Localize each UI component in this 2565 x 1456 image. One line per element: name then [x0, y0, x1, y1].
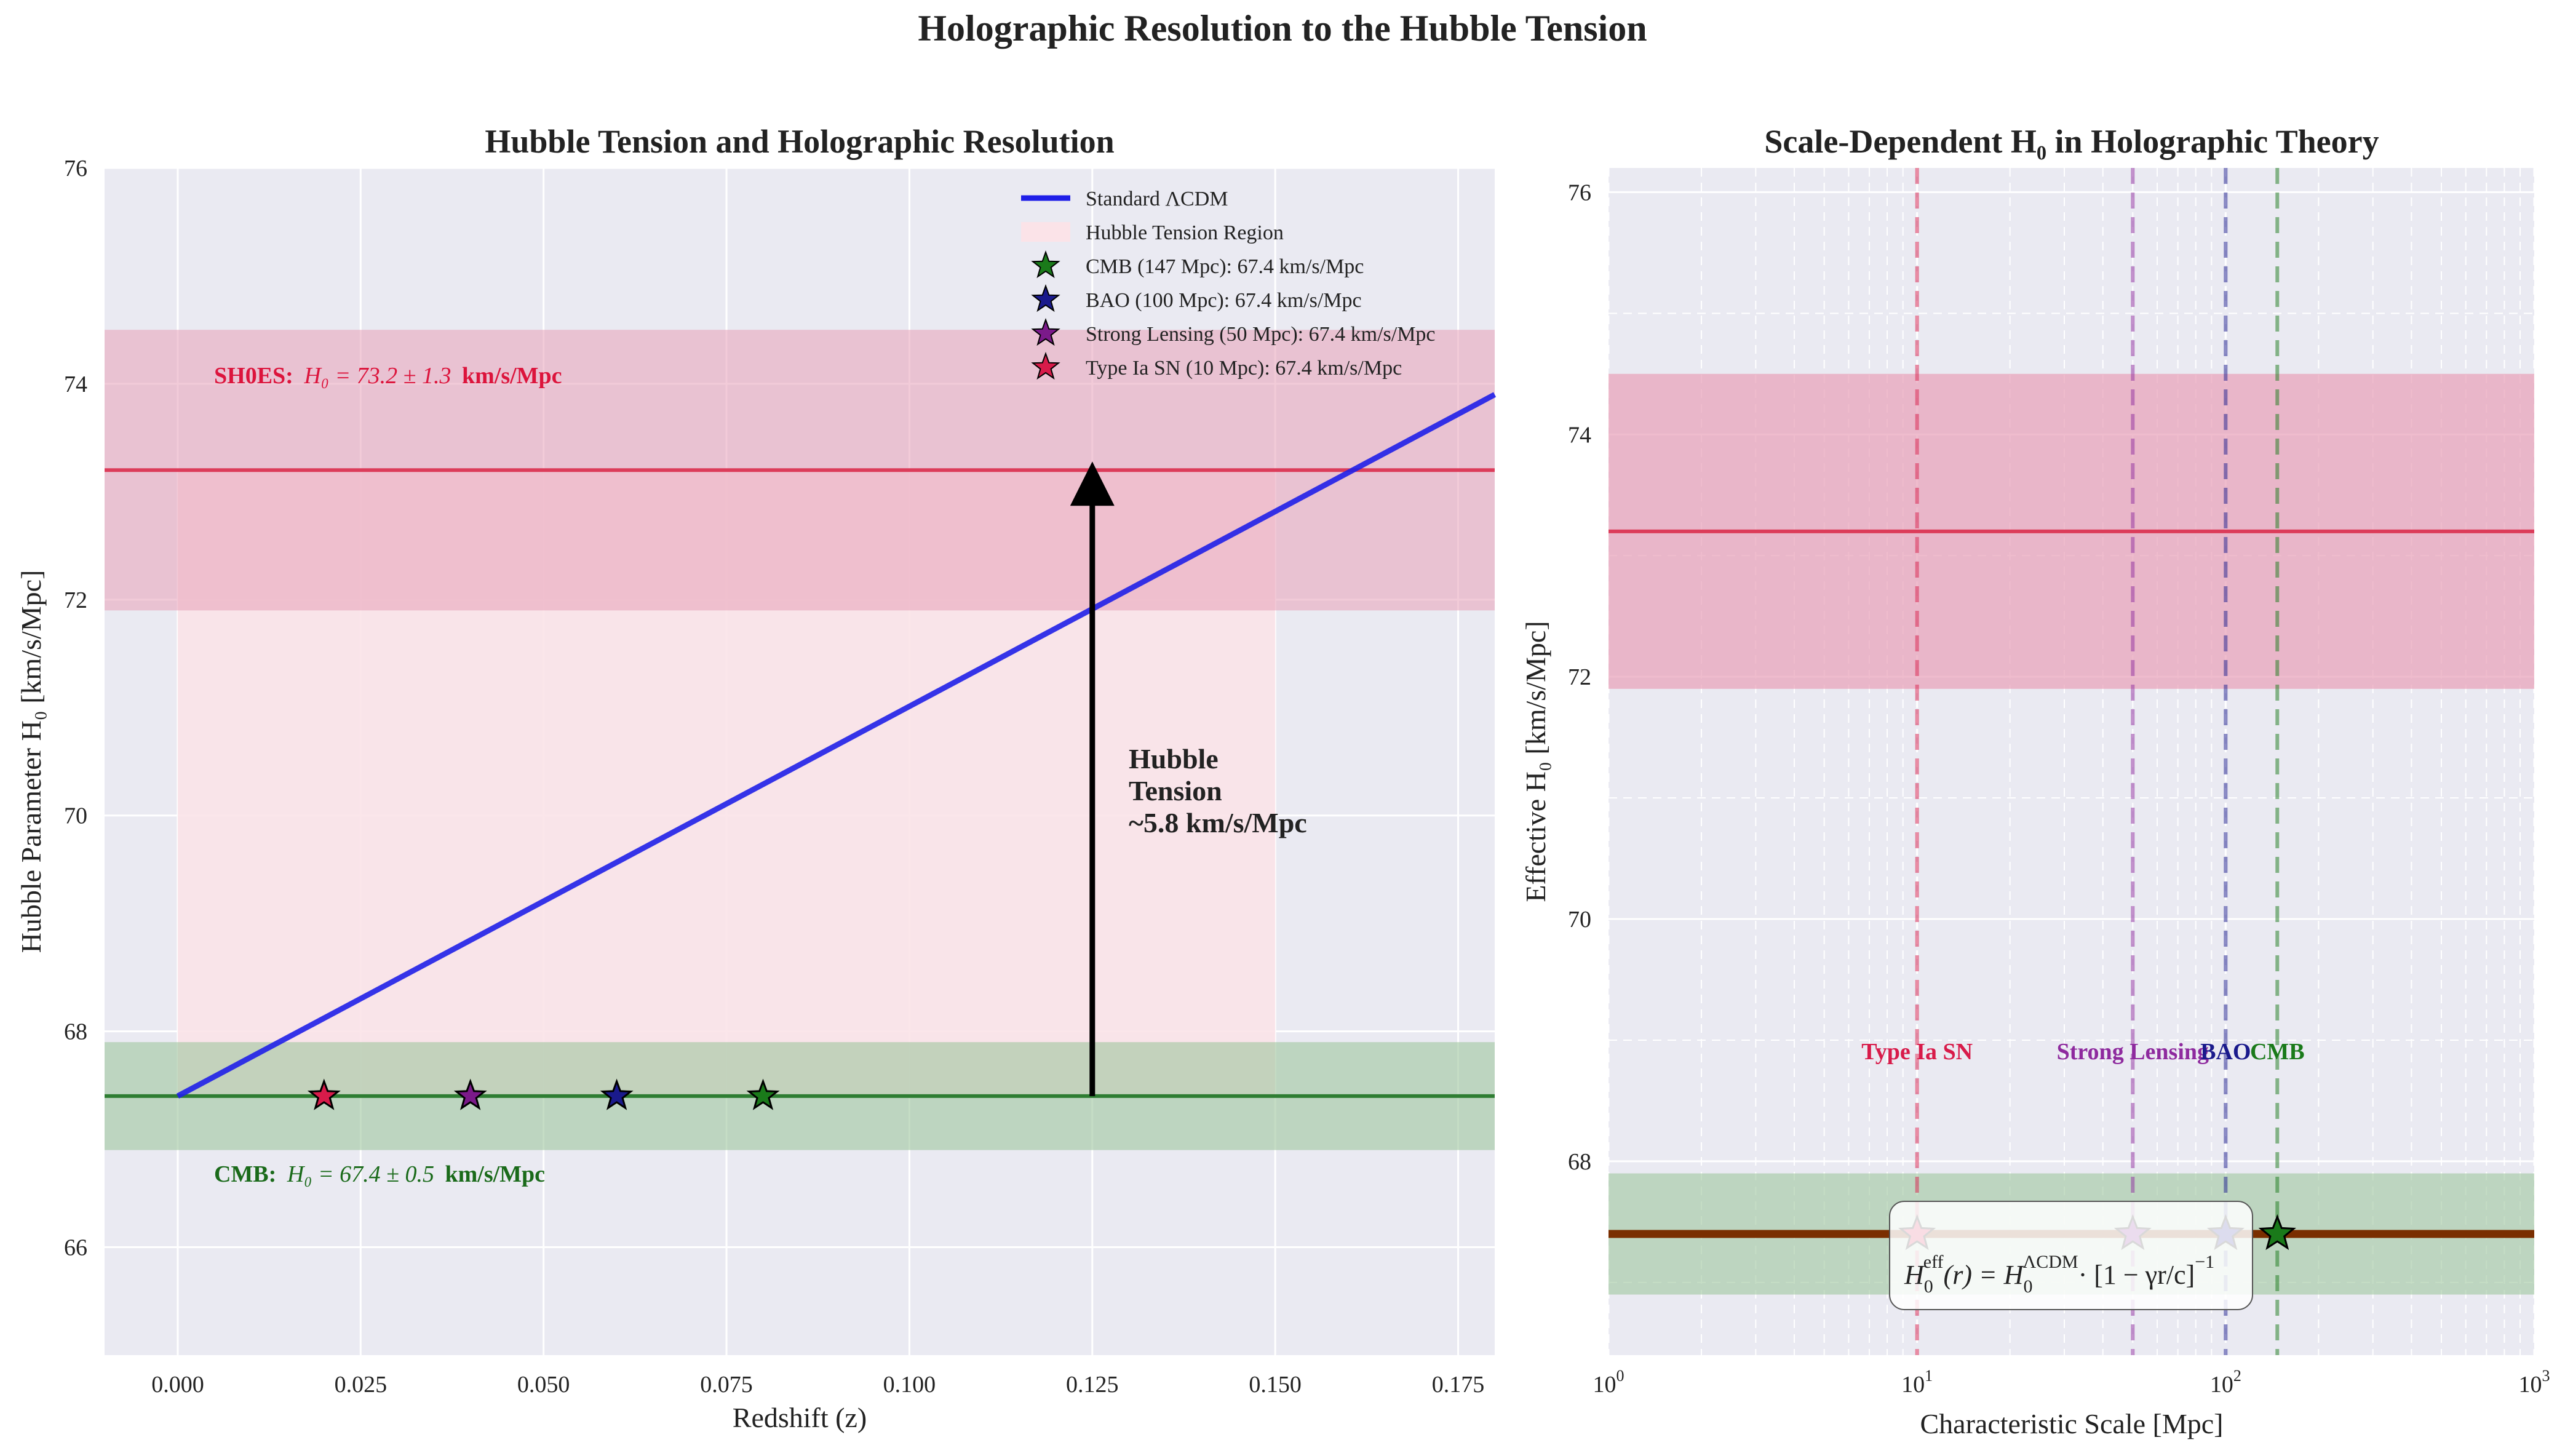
left-x-tick-label: 0.075 — [700, 1372, 753, 1398]
left-y-tick-label: 72 — [64, 587, 87, 613]
right-x-tick-label: 100 — [1593, 1367, 1624, 1398]
right-y-tick-label: 68 — [1568, 1149, 1591, 1175]
right-y-tick-label: 72 — [1568, 664, 1591, 690]
probe-label: Strong Lensing — [2057, 1039, 2209, 1065]
left-x-tick-label: 0.050 — [517, 1372, 570, 1398]
left-chart: 0.000 0.025 0.050 0.075 0.100 0.125 0.150 0.175… — [15, 123, 1497, 1433]
figure-suptitle: Holographic Resolution to the Hubble Ten… — [918, 8, 1647, 49]
star-marker — [453, 1078, 487, 1110]
right-x-tick-label: 101 — [1901, 1367, 1933, 1398]
left-x-axis-label: Redshift (z) — [733, 1402, 867, 1433]
legend-star-swatch — [1031, 284, 1060, 312]
right-y-tick-label: 74 — [1568, 422, 1591, 448]
legend-label: BAO (100 Mpc): 67.4 km/s/Mpc — [1086, 289, 1362, 312]
right-tick-labels: 100 101 102 103 68 70 72 74 76 — [1568, 180, 2550, 1398]
probe-label: CMB — [2250, 1039, 2305, 1065]
legend-label: Hubble Tension Region — [1086, 221, 1284, 244]
legend-label: Strong Lensing (50 Mpc): 67.4 km/s/Mpc — [1086, 323, 1436, 346]
right-chart-title: Scale-Dependent H₀ in Holographic Theory — [1764, 123, 2379, 160]
left-markers — [307, 1078, 780, 1110]
left-x-tick-label: 0.000 — [151, 1372, 204, 1398]
formula-box: H0eff(r) = H0ΛCDM· [1 − γr/c]−1 — [1889, 1201, 2253, 1310]
legend-star-swatch — [1031, 250, 1060, 279]
left-chart-title: Hubble Tension and Holographic Resolutio… — [485, 123, 1114, 160]
left-x-tick-label: 0.150 — [1249, 1372, 1302, 1398]
left-x-tick-label: 0.125 — [1066, 1372, 1119, 1398]
shoes-annotation: SH0ES: H₀ = 73.2 ± 1.3 km/s/Mpc — [214, 363, 562, 389]
left-x-tick-label: 0.175 — [1432, 1372, 1485, 1398]
left-legend: Standard ΛCDM Hubble Tension Region CMB (1… — [1021, 188, 1436, 380]
legend-label: CMB (147 Mpc): 67.4 km/s/Mpc — [1086, 255, 1364, 278]
left-x-tick-label: 0.100 — [883, 1372, 936, 1398]
star-marker — [307, 1078, 341, 1110]
right-y-tick-label: 76 — [1568, 180, 1591, 205]
left-y-tick-label: 66 — [64, 1235, 87, 1261]
legend-label: Standard ΛCDM — [1086, 188, 1228, 210]
left-y-tick-label: 74 — [64, 372, 87, 397]
legend-label: Type Ia SN (10 Mpc): 67.4 km/s/Mpc — [1086, 357, 1402, 380]
left-tick-labels: 0.000 0.025 0.050 0.075 0.100 0.125 0.150 0.175… — [64, 156, 1484, 1398]
probe-label: Type Ia SN — [1861, 1039, 1973, 1065]
right-x-tick-label: 103 — [2519, 1367, 2550, 1398]
star-marker — [600, 1078, 634, 1110]
left-lines — [105, 392, 1497, 1099]
left-y-tick-label: 76 — [64, 156, 87, 181]
legend-star-swatch — [1031, 318, 1060, 346]
right-y-tick-label: 70 — [1568, 907, 1591, 933]
right-y-axis-label: Effective H₀ [km/s/Mpc] — [1520, 621, 1551, 902]
probe-label: BAO — [2200, 1039, 2251, 1065]
cmb-annotation: CMB: H₀ = 67.4 ± 0.5 km/s/Mpc — [214, 1161, 545, 1187]
right-star-marker — [2258, 1214, 2296, 1251]
right-plot-area — [1609, 168, 2534, 1355]
svg-text:H0eff(r) = H0ΛCDM· [1 − γr/c]−: H0eff(r) = H0ΛCDM· [1 − γr/c]−1 — [1904, 1252, 2214, 1297]
lcdm-series-line — [176, 392, 1497, 1099]
left-y-tick-label: 70 — [64, 803, 87, 829]
legend-region-swatch — [1021, 222, 1070, 242]
left-y-tick-label: 68 — [64, 1019, 87, 1045]
right-x-tick-label: 102 — [2210, 1367, 2241, 1398]
legend-star-swatch — [1031, 352, 1060, 380]
star-marker — [746, 1078, 780, 1110]
tension-annotation: Hubble Tension ~5.8 km/s/Mpc — [1129, 743, 1307, 838]
left-y-axis-label: Hubble Parameter H₀ [km/s/Mpc] — [15, 570, 47, 953]
right-x-axis-label: Characteristic Scale [Mpc] — [1920, 1408, 2224, 1439]
left-x-tick-label: 0.025 — [335, 1372, 388, 1398]
